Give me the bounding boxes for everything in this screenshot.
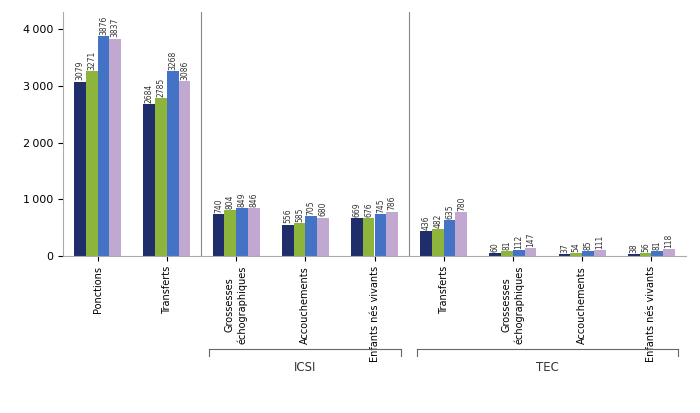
Text: 3086: 3086: [180, 61, 189, 80]
Text: 780: 780: [457, 196, 466, 211]
Legend: 2009, 2010, 2011, 2012: 2009, 2010, 2011, 2012: [258, 412, 491, 413]
Bar: [305, 216, 317, 256]
Bar: [213, 214, 224, 256]
Bar: [663, 249, 675, 256]
Bar: [281, 225, 293, 256]
Bar: [628, 254, 640, 256]
Bar: [74, 82, 86, 256]
Bar: [351, 218, 363, 256]
Text: 81: 81: [653, 241, 662, 250]
Bar: [501, 252, 513, 256]
Bar: [363, 218, 375, 256]
Bar: [224, 211, 236, 256]
Text: 147: 147: [526, 232, 535, 247]
Text: 56: 56: [641, 242, 650, 252]
Text: 3876: 3876: [99, 16, 108, 35]
Text: 85: 85: [584, 240, 593, 250]
Text: 3268: 3268: [168, 50, 177, 70]
Bar: [582, 251, 594, 256]
Text: 436: 436: [421, 216, 430, 230]
Text: 3271: 3271: [88, 50, 96, 69]
Text: 81: 81: [503, 241, 512, 250]
Bar: [420, 231, 432, 256]
Text: 38: 38: [629, 243, 638, 253]
Bar: [167, 71, 178, 256]
Bar: [178, 81, 190, 256]
Bar: [293, 223, 305, 256]
Bar: [559, 254, 570, 256]
Bar: [432, 229, 444, 256]
Bar: [570, 253, 582, 256]
Text: TEC: TEC: [536, 361, 559, 374]
Text: 2785: 2785: [156, 78, 165, 97]
Bar: [386, 211, 398, 256]
Text: 846: 846: [249, 192, 258, 207]
Text: 2684: 2684: [145, 83, 154, 103]
Bar: [317, 218, 329, 256]
Text: ICSI: ICSI: [294, 361, 316, 374]
Bar: [374, 214, 386, 256]
Text: 740: 740: [214, 198, 223, 213]
Bar: [97, 36, 109, 256]
Bar: [652, 252, 663, 256]
Text: 705: 705: [307, 200, 316, 215]
Text: 54: 54: [572, 242, 581, 252]
Bar: [248, 208, 260, 256]
Text: 676: 676: [364, 202, 373, 217]
Bar: [525, 248, 536, 256]
Text: 804: 804: [225, 195, 234, 209]
Text: 585: 585: [295, 207, 304, 222]
Text: 745: 745: [376, 198, 385, 213]
Text: 37: 37: [560, 243, 569, 253]
Bar: [444, 220, 456, 256]
Bar: [513, 250, 525, 256]
Text: 482: 482: [433, 213, 442, 228]
Bar: [594, 250, 606, 256]
Text: 849: 849: [237, 192, 246, 207]
Text: 3079: 3079: [76, 61, 85, 81]
Text: 680: 680: [318, 202, 328, 216]
Bar: [86, 71, 97, 256]
Bar: [109, 39, 121, 256]
Text: 786: 786: [388, 196, 397, 210]
Text: 111: 111: [595, 235, 604, 249]
Bar: [640, 253, 652, 256]
Bar: [155, 98, 167, 256]
Text: 3837: 3837: [111, 18, 120, 38]
Text: 635: 635: [445, 204, 454, 219]
Bar: [489, 253, 501, 256]
Bar: [144, 104, 155, 256]
Bar: [456, 212, 468, 256]
Text: 669: 669: [352, 202, 361, 217]
Text: 118: 118: [664, 234, 673, 248]
Bar: [236, 208, 248, 256]
Text: 112: 112: [514, 234, 524, 249]
Text: 60: 60: [491, 242, 500, 252]
Text: 556: 556: [283, 209, 292, 223]
